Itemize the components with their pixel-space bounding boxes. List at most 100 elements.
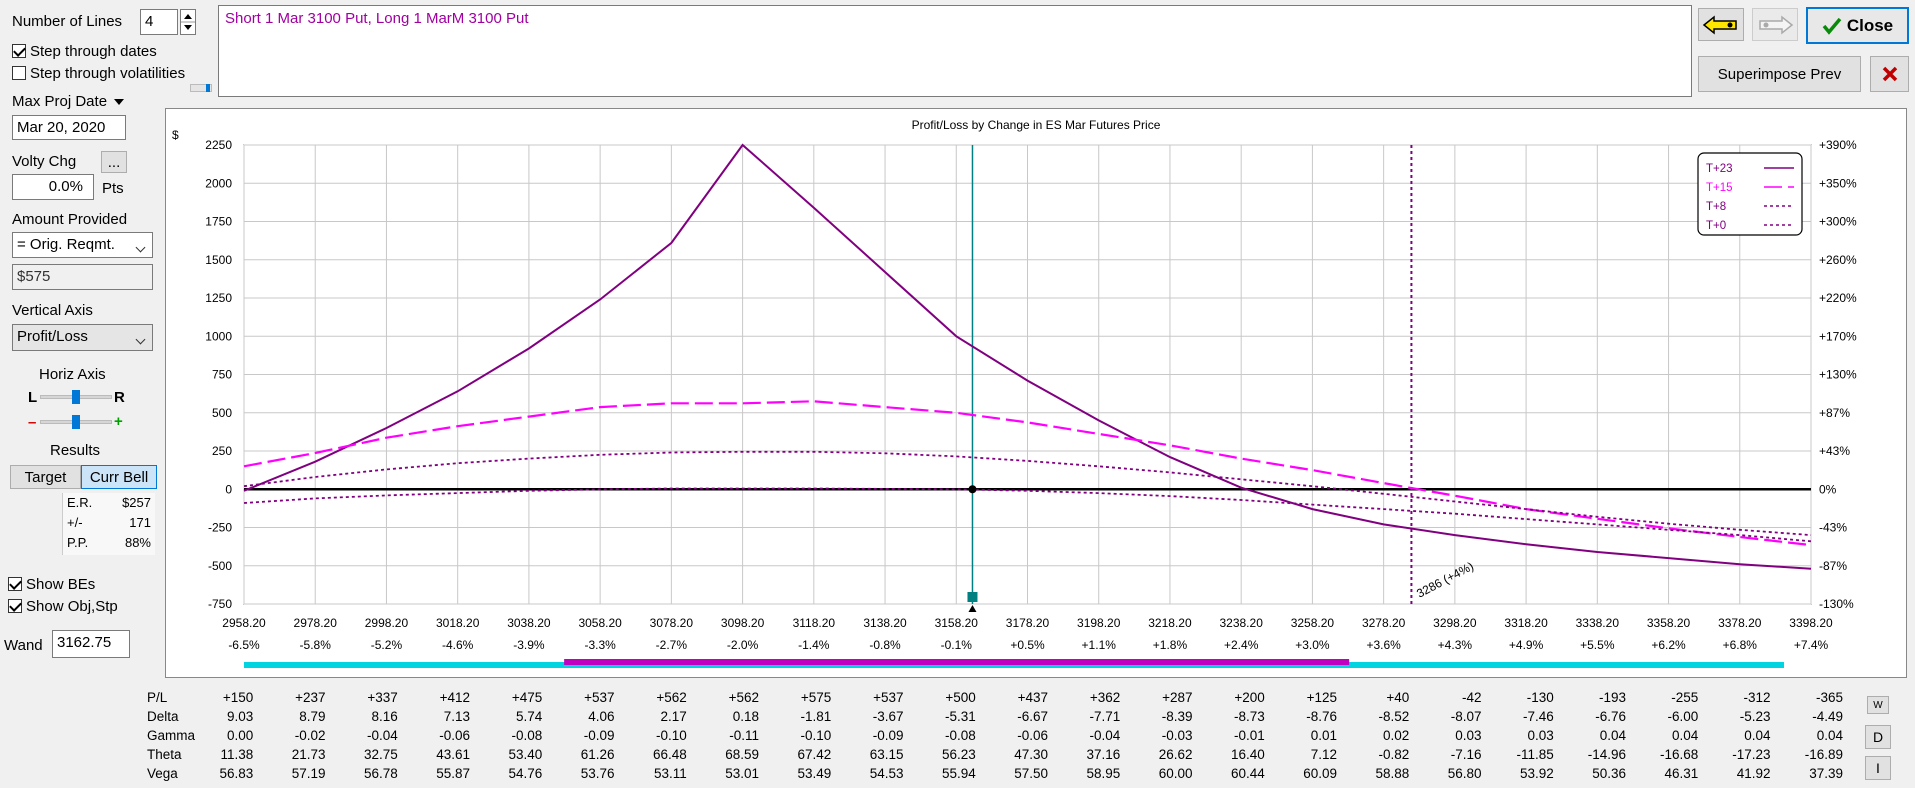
num-lines-spinner[interactable]: [180, 9, 196, 35]
greeks-cell: +475: [511, 690, 543, 705]
y-pct-tick-label: +220%: [1819, 291, 1857, 305]
x-pct-tick-label: -2.0%: [727, 638, 759, 652]
show-bes-label: Show BEs: [26, 576, 96, 593]
x-tick-label: 3098.20: [721, 616, 765, 630]
greeks-row-label: Gamma: [147, 728, 196, 743]
series-line-t8: [243, 450, 1812, 536]
zoom-minus-label: –: [28, 414, 37, 431]
greeks-row-label: Vega: [147, 766, 178, 781]
volty-input[interactable]: 0.0%: [12, 174, 94, 200]
greeks-cell: 58.95: [1086, 766, 1121, 781]
greeks-row-vega: Vega 56.83 57.19 56.78 55.87 54.76 53.76 53.11 5…: [145, 764, 1845, 783]
zoom-slider-thumb[interactable]: [72, 415, 80, 429]
greeks-cell: +575: [800, 690, 832, 705]
wand-input[interactable]: 3162.75: [52, 630, 130, 658]
y-pct-tick-label: +350%: [1819, 176, 1857, 190]
forward-button[interactable]: [1752, 8, 1798, 41]
w-button[interactable]: W: [1867, 696, 1889, 714]
horiz-axis-slider-thumb[interactable]: [72, 390, 80, 404]
y-axis-label: $: [172, 128, 179, 142]
greeks-cell: +40: [1386, 690, 1410, 705]
chart-panel[interactable]: Profit/Loss by Change in ES Mar Futures …: [165, 108, 1907, 678]
target-button[interactable]: Target: [10, 465, 81, 489]
max-proj-date-input[interactable]: Mar 20, 2020: [12, 115, 126, 140]
x-pct-tick-label: -0.1%: [941, 638, 973, 652]
chart-legend: T+23 T+15 T+8 T+0: [1697, 152, 1803, 236]
greeks-cell: 7.12: [1310, 747, 1337, 762]
greeks-cell: -0.04: [1089, 728, 1121, 743]
show-bes-checkbox[interactable]: Show BEs: [8, 576, 95, 593]
greeks-cell: 0.03: [1527, 728, 1554, 743]
pm-value: 171: [129, 515, 151, 530]
check-icon: [8, 577, 22, 591]
amount-provided-select[interactable]: = Orig. Reqmt.: [12, 232, 153, 258]
x-tick-label: 3318.20: [1504, 616, 1548, 630]
num-lines-input[interactable]: 4: [140, 9, 178, 35]
greeks-cell: 55.87: [436, 766, 470, 781]
greeks-cell: -11.85: [1516, 747, 1554, 762]
current-price-marker: [967, 592, 978, 602]
y-tick-label: -500: [208, 559, 232, 573]
greeks-cell: 0.04: [1671, 728, 1699, 743]
greeks-cell: 61.26: [580, 747, 615, 762]
small-scroll-handle[interactable]: [190, 84, 212, 92]
greeks-row-gamma: Gamma 0.00 -0.02 -0.04 -0.06 -0.08 -0.09 -0.10 -…: [145, 726, 1845, 745]
greeks-cell: 60.00: [1158, 766, 1193, 781]
x-tick-label: 2958.20: [222, 616, 266, 630]
greeks-cell: 0.00: [226, 728, 254, 743]
greeks-cell: +237: [295, 690, 326, 705]
curr-bell-button[interactable]: Curr Bell: [81, 465, 157, 489]
wand-label: Wand: [4, 637, 43, 654]
y-tick-label: -250: [208, 521, 232, 535]
greeks-cell: -42: [1461, 690, 1482, 705]
vertical-axis-select[interactable]: Profit/Loss: [12, 324, 153, 351]
amount-input[interactable]: $575: [12, 264, 153, 290]
x-pct-tick-label: +7.4%: [1794, 638, 1829, 652]
close-button[interactable]: Close: [1806, 7, 1909, 44]
step-vols-checkbox[interactable]: Step through volatilities: [12, 65, 185, 82]
d-button[interactable]: D: [1865, 725, 1891, 749]
show-obj-checkbox[interactable]: Show Obj,Stp: [8, 598, 118, 615]
volty-more-button[interactable]: ...: [101, 151, 127, 173]
pp-value: 88%: [124, 535, 151, 550]
description-textarea[interactable]: Short 1 Mar 3100 Put, Long 1 MarM 3100 P…: [218, 5, 1692, 97]
greeks-cell: 0.02: [1382, 728, 1410, 743]
y-pct-tick-label: +87%: [1819, 406, 1850, 420]
delete-button[interactable]: [1870, 56, 1909, 92]
greeks-cell: 47.30: [1014, 747, 1048, 762]
greeks-cell: -0.06: [439, 728, 470, 743]
left-arrow-icon: [1702, 14, 1737, 35]
superimpose-prev-button[interactable]: Superimpose Prev: [1698, 56, 1861, 92]
greeks-row-label: Delta: [147, 709, 179, 724]
greeks-cell: +437: [1017, 690, 1048, 705]
greeks-cell: 37.16: [1086, 747, 1121, 762]
greeks-cell: 41.92: [1736, 766, 1771, 781]
x-tick-label: 3238.20: [1219, 616, 1263, 630]
greeks-cell: 60.44: [1230, 766, 1265, 781]
x-pct-tick-label: +4.3%: [1438, 638, 1473, 652]
greeks-cell: 9.03: [226, 709, 254, 724]
results-box: E.R. $257 +/- 171 P.P. 88%: [62, 493, 155, 555]
greeks-cell: 0.04: [1599, 728, 1626, 743]
greeks-cell: -0.10: [655, 728, 687, 743]
greeks-cell: 66.48: [652, 747, 687, 762]
back-button[interactable]: [1698, 8, 1744, 41]
max-proj-date-dropdown[interactable]: Max Proj Date: [12, 93, 125, 110]
greeks-cell: 53.11: [653, 766, 687, 781]
y-tick-label: 2000: [205, 176, 232, 190]
check-icon: [12, 44, 26, 58]
greeks-cell: -0.04: [366, 728, 398, 743]
greeks-cell: 0.04: [1744, 728, 1771, 743]
x-pct-tick-label: +3.6%: [1366, 638, 1401, 652]
y-tick-label: -750: [208, 597, 232, 611]
show-obj-label: Show Obj,Stp: [26, 598, 118, 615]
greeks-cell: 53.92: [1519, 766, 1554, 781]
greeks-cell: -0.02: [294, 728, 326, 743]
y-pct-tick-label: +43%: [1819, 444, 1850, 458]
x-pct-tick-label: +0.5%: [1010, 638, 1045, 652]
profit-loss-chart[interactable]: Profit/Loss by Change in ES Mar Futures …: [166, 109, 1906, 677]
greeks-cell: -255: [1671, 690, 1699, 705]
i-button[interactable]: I: [1865, 756, 1891, 780]
step-dates-checkbox[interactable]: Step through dates: [12, 43, 157, 60]
greeks-cell: 2.17: [660, 709, 687, 724]
